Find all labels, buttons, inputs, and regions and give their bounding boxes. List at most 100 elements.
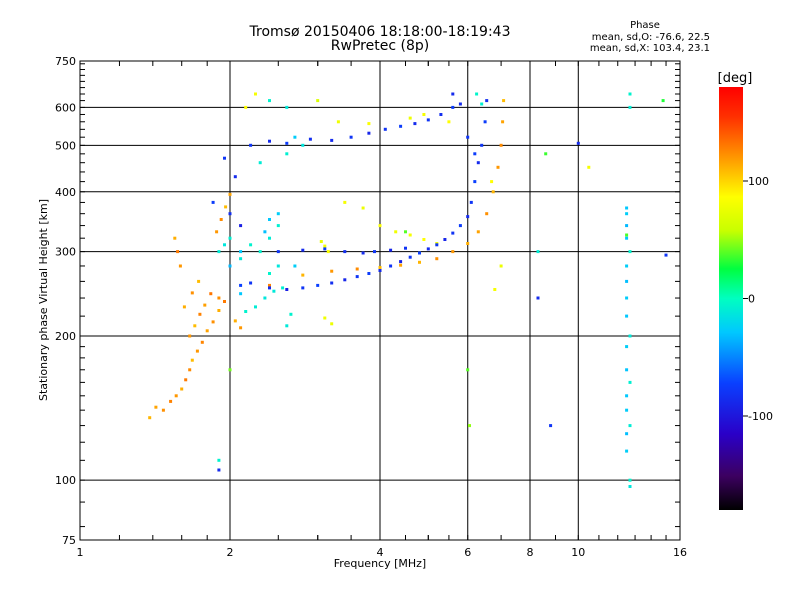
- data-point: [475, 92, 479, 96]
- data-point: [576, 141, 580, 145]
- y-tick-label: 400: [55, 186, 76, 199]
- data-point: [200, 340, 204, 344]
- data-point: [458, 224, 462, 228]
- data-point: [308, 137, 312, 141]
- data-point: [378, 224, 382, 228]
- data-point: [323, 247, 327, 251]
- data-point: [468, 424, 471, 428]
- data-point: [628, 334, 632, 338]
- data-point: [426, 118, 430, 122]
- data-point: [485, 99, 489, 103]
- data-point: [473, 180, 477, 184]
- data-point: [285, 324, 289, 328]
- grid-lines: [80, 61, 680, 540]
- data-point: [355, 267, 359, 271]
- data-point: [367, 272, 371, 275]
- data-point: [173, 236, 177, 240]
- data-point: [188, 334, 192, 338]
- data-point: [330, 281, 334, 285]
- data-point: [268, 139, 271, 143]
- data-point: [408, 233, 412, 237]
- data-point: [301, 143, 305, 147]
- data-point: [499, 143, 503, 147]
- data-point: [239, 283, 243, 287]
- phase-stats-x-mode: mean, sd,X: 103.4, 23.1: [589, 43, 710, 54]
- x-tick-label: 10: [571, 546, 585, 559]
- data-point: [301, 273, 305, 277]
- data-point: [399, 124, 403, 128]
- data-point: [473, 152, 477, 156]
- data-point: [254, 92, 257, 96]
- data-point: [239, 292, 243, 296]
- data-point: [217, 309, 221, 312]
- data-point: [435, 257, 439, 261]
- data-point: [326, 250, 330, 254]
- data-point: [330, 138, 334, 142]
- data-point: [343, 278, 347, 282]
- data-point: [276, 264, 280, 268]
- data-point: [422, 113, 426, 116]
- data-point: [625, 432, 629, 436]
- data-point: [193, 324, 197, 328]
- data-point: [355, 275, 359, 279]
- data-point: [249, 281, 253, 285]
- data-point: [223, 243, 226, 247]
- data-point: [161, 408, 165, 412]
- data-point: [625, 394, 629, 398]
- data-point: [301, 248, 305, 252]
- data-point: [343, 250, 347, 254]
- data-point: [263, 230, 267, 234]
- data-point: [285, 288, 289, 291]
- data-point: [198, 312, 202, 316]
- data-point: [451, 250, 455, 254]
- data-point: [209, 292, 213, 296]
- data-point: [285, 105, 289, 109]
- y-tick-label: 200: [55, 330, 76, 343]
- data-point: [447, 120, 451, 124]
- data-point: [466, 368, 470, 372]
- data-point: [219, 218, 223, 221]
- data-point: [268, 272, 271, 275]
- data-point: [625, 224, 629, 228]
- data-point: [476, 230, 480, 234]
- data-point: [228, 264, 232, 268]
- data-point: [367, 131, 371, 135]
- data-point: [268, 283, 271, 287]
- data-point: [276, 250, 280, 254]
- y-tick-label: 500: [55, 139, 76, 152]
- data-point: [228, 192, 232, 196]
- data-point: [394, 230, 398, 234]
- data-point: [244, 105, 248, 109]
- data-point: [628, 380, 632, 384]
- data-point: [258, 161, 262, 165]
- data-point: [285, 141, 289, 145]
- data-point: [319, 240, 323, 243]
- data-point: [480, 143, 484, 147]
- data-point: [154, 405, 158, 409]
- data-point: [316, 283, 320, 287]
- data-point: [223, 156, 226, 160]
- data-point: [190, 291, 194, 295]
- x-tick-label: 2: [227, 546, 234, 559]
- data-point: [301, 286, 305, 290]
- data-point: [184, 378, 188, 382]
- phase-stats-heading: Phase: [630, 20, 660, 31]
- data-point: [176, 250, 180, 254]
- data-point: [625, 408, 629, 412]
- data-point: [182, 305, 186, 309]
- data-point: [281, 286, 285, 290]
- data-point: [215, 230, 219, 234]
- data-point: [502, 99, 506, 103]
- data-point: [268, 236, 271, 240]
- data-point: [625, 206, 629, 210]
- data-point: [383, 127, 387, 131]
- data-point: [399, 260, 403, 264]
- data-point: [664, 253, 668, 257]
- data-point: [249, 143, 253, 147]
- data-point: [451, 92, 455, 96]
- data-point: [361, 206, 365, 210]
- data-point: [361, 251, 365, 255]
- data-point: [501, 120, 505, 124]
- y-tick-label: 300: [55, 246, 76, 259]
